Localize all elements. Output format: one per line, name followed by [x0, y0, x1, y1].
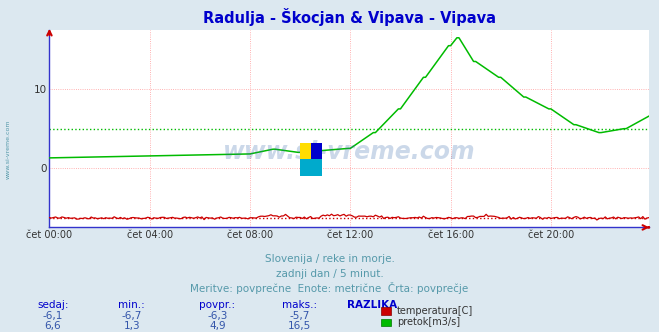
- Text: -6,1: -6,1: [43, 311, 63, 321]
- Text: -5,7: -5,7: [290, 311, 310, 321]
- Text: Slovenija / reke in morje.: Slovenija / reke in morje.: [264, 254, 395, 264]
- Text: Meritve: povprečne  Enote: metrične  Črta: povprečje: Meritve: povprečne Enote: metrične Črta:…: [190, 282, 469, 294]
- Text: sedaj:: sedaj:: [37, 300, 69, 310]
- Text: www.si-vreme.com: www.si-vreme.com: [5, 120, 11, 179]
- Title: Radulja - Škocjan & Vipava - Vipava: Radulja - Škocjan & Vipava - Vipava: [203, 8, 496, 26]
- Text: 16,5: 16,5: [288, 321, 312, 331]
- Text: temperatura[C]: temperatura[C]: [397, 306, 473, 316]
- Text: -6,3: -6,3: [208, 311, 227, 321]
- Text: 6,6: 6,6: [44, 321, 61, 331]
- Text: povpr.:: povpr.:: [200, 300, 235, 310]
- Text: www.si-vreme.com: www.si-vreme.com: [223, 140, 476, 164]
- Text: maks.:: maks.:: [282, 300, 318, 310]
- Text: 4,9: 4,9: [209, 321, 226, 331]
- Text: -6,7: -6,7: [122, 311, 142, 321]
- Text: zadnji dan / 5 minut.: zadnji dan / 5 minut.: [275, 269, 384, 279]
- Text: min.:: min.:: [119, 300, 145, 310]
- Text: RAZLIKA: RAZLIKA: [347, 300, 397, 310]
- Text: 1,3: 1,3: [123, 321, 140, 331]
- Text: pretok[m3/s]: pretok[m3/s]: [397, 317, 460, 327]
